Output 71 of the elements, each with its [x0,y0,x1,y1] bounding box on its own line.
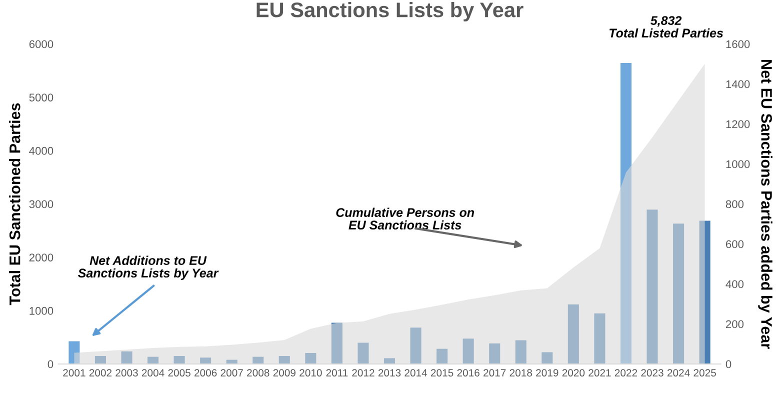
y2-tick-label: 600 [726,240,744,248]
x-tick-label: 2016 [457,369,480,377]
x-tick-label: 2001 [63,369,86,377]
y-tick-label: 0 [48,360,54,368]
x-tick-label: 2024 [667,369,690,377]
bar [384,358,396,364]
x-tick-label: 2008 [247,369,270,377]
bar [462,338,474,364]
y2-tick-label: 200 [726,320,744,328]
x-tick-label: 2020 [562,369,585,377]
bar [174,356,185,364]
y-tick-label: 5000 [29,94,54,102]
x-tick-label: 2019 [536,369,558,377]
y2-tick-label: 1400 [726,80,750,88]
x-tick-label: 2015 [430,369,454,377]
x-tick-label: 2018 [510,369,532,377]
bar [252,356,264,364]
bar [200,358,212,364]
x-tick-label: 2007 [220,369,243,377]
bar [489,343,500,364]
bar [620,63,632,364]
x-tick-label: 2025 [694,369,716,377]
y2-axis-title: Net EU Sanctions Parties added by Year [758,60,772,349]
y-axis-title: Total EU Sanctioned Parties [9,103,20,306]
y2-tick-label: 1200 [726,120,750,128]
x-tick-label: 2012 [352,369,374,377]
bar [121,351,132,364]
bar [305,353,316,364]
bar [594,313,606,364]
bar [699,220,710,364]
bar [542,352,553,364]
y-tick-label: 1000 [30,306,54,315]
text: 5,832 Total Listed Parties [610,16,724,38]
bar [410,328,422,364]
x-tick-label: 2004 [142,369,164,377]
bar [568,304,579,364]
bar [358,342,369,364]
y-tick-label: 2000 [29,254,54,262]
chart-title: EU Sanctions Lists by Year [256,2,524,22]
y2-tick-label: 400 [726,280,744,288]
x-tick-label: 2011 [326,369,348,377]
annotation: Net Additions to EU Sanctions Lists by Year [78,256,219,280]
bar [673,224,684,364]
x-tick-label: 2017 [484,369,506,377]
y2-tick-label: 1600 [726,40,750,48]
x-tick-label: 2021 [588,369,611,377]
bar [331,322,342,364]
y-tick-label: 4000 [29,146,54,155]
x-tick-label: 2013 [378,369,401,377]
bar [515,340,526,364]
y2-tick-label: 1000 [726,160,750,168]
bar [646,210,658,364]
x-tick-label: 2002 [89,369,112,377]
x-tick-label: 2006 [194,369,217,377]
x-tick-label: 2023 [641,369,664,377]
bar [436,348,448,364]
x-tick-label: 2014 [404,369,428,377]
bar [148,356,159,364]
y-tick-label: 3000 [29,200,54,208]
x-tick-label: 2010 [300,369,322,377]
x-tick-label: 2005 [168,369,190,377]
bar [278,356,290,364]
x-tick-label: 2003 [116,369,138,377]
bar [68,341,80,364]
bar [94,356,106,364]
y2-tick-label: 800 [726,200,744,208]
annotation: Cumulative Persons on EU Sanctions Lists [336,208,474,230]
y-tick-label: 6000 [29,40,54,48]
y2-tick-label: 0 [726,360,732,368]
x-tick-label: 2022 [614,369,638,377]
x-tick-label: 2009 [273,369,296,377]
